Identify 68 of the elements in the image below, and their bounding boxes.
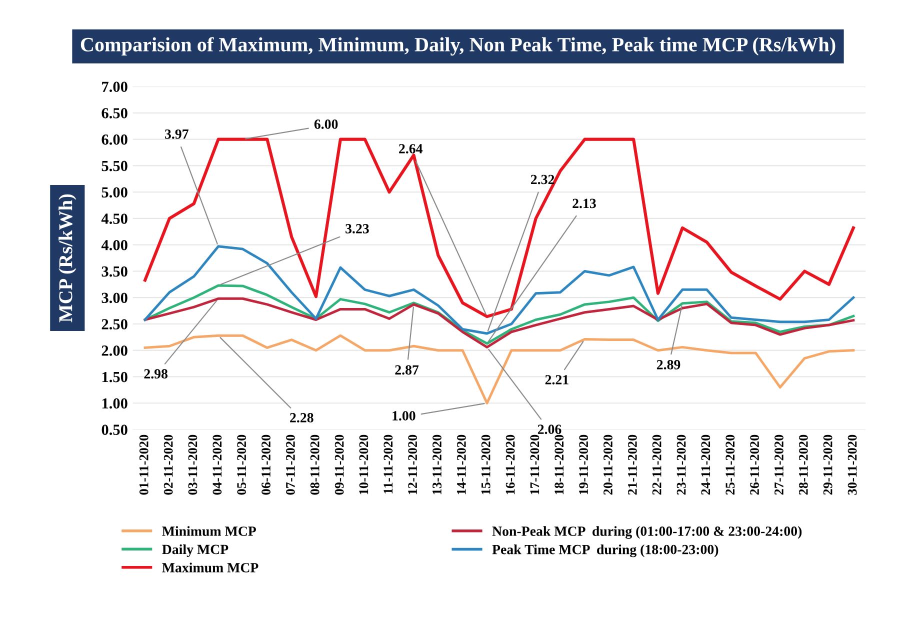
y-tick-label: 2.50 (102, 319, 128, 330)
annotation: 6.00 (314, 120, 338, 129)
x-tick-label: 03-11-2020 (188, 434, 198, 495)
annotation: 2.32 (530, 174, 554, 184)
x-tick-label: 20-11-2020 (604, 434, 612, 495)
annotation: 2.13 (572, 198, 596, 208)
x-tick-label: 06-11-2020 (262, 434, 270, 495)
annotation: 2.98 (144, 369, 168, 379)
y-tick-label: 4.50 (101, 214, 128, 224)
x-tick-label: 27-11-2020 (774, 434, 784, 495)
x-tick-label: 18-11-2020 (554, 434, 564, 494)
x-tick-label: 02-11-2020 (164, 434, 173, 495)
y-tick-label: 5.50 (102, 160, 128, 172)
x-tick-label: 26-11-2020 (750, 434, 760, 495)
legend-label: Daily MCP (162, 544, 228, 557)
y-axis-title: MCP (Rs/kWh) (58, 194, 76, 322)
line-series (144, 297, 855, 348)
y-tick-label: 3.50 (102, 266, 128, 277)
y-tick-label: 6.50 (102, 108, 128, 118)
x-tick-label: 08-11-2020 (310, 434, 320, 495)
line-series (144, 138, 855, 318)
x-tick-label: 11-11-2020 (384, 434, 393, 494)
legend-label: Minimum MCP (162, 526, 256, 536)
x-tick-label: 28-11-2020 (798, 434, 808, 495)
chart-title: Comparision of Maximum, Minimum, Daily, Non Peak Time, Peak time MCP (Rs/kWh) (80, 37, 836, 56)
annotation: 2.64 (399, 144, 423, 154)
x-tick-label: 24-11-2020 (701, 434, 710, 495)
x-tick-label: 09-11-2020 (334, 434, 344, 495)
annotation: 2.87 (395, 365, 419, 375)
annotation: 2.28 (290, 413, 314, 422)
x-tick-label: 16-11-2020 (506, 434, 515, 494)
annotation: 3.97 (165, 129, 188, 139)
line-series (144, 245, 855, 335)
legend-label: Peak Time MCP during (18:00-23:00) (492, 544, 718, 558)
annotation: 1.00 (392, 411, 416, 421)
x-tick-label: 05-11-2020 (237, 434, 246, 495)
x-tick-label: 29-11-2020 (823, 434, 832, 495)
y-tick-label: 4.00 (101, 240, 128, 250)
x-tick-label: 13-11-2020 (432, 434, 442, 494)
legend-label: Maximum MCP (162, 562, 258, 572)
x-tick-label: 23-11-2020 (676, 434, 686, 495)
y-tick-label: 3.00 (102, 292, 128, 304)
annotation: 2.89 (656, 360, 680, 370)
x-tick-label: 07-11-2020 (286, 434, 295, 495)
line-series (144, 334, 855, 404)
x-tick-label: 25-11-2020 (726, 434, 735, 495)
x-tick-label: 17-11-2020 (530, 434, 540, 494)
x-tick-label: 15-11-2020 (481, 434, 490, 494)
y-tick-label: 0.50 (102, 424, 128, 436)
x-tick-label: 21-11-2020 (628, 434, 637, 495)
x-tick-label: 01-11-2020 (139, 434, 148, 495)
annotation: 2.21 (545, 375, 568, 384)
y-tick-label: 7.00 (102, 82, 128, 92)
x-tick-label: 30-11-2020 (848, 434, 857, 495)
annotation: 2.06 (538, 424, 562, 434)
y-tick-label: 1.00 (102, 398, 128, 409)
x-tick-label: 22-11-2020 (652, 434, 662, 495)
x-tick-label: 10-11-2020 (359, 434, 368, 494)
annotation: 3.23 (346, 224, 369, 234)
y-tick-label: 6.00 (102, 134, 128, 145)
x-tick-label: 04-11-2020 (212, 434, 222, 495)
y-tick-label: 5.00 (102, 187, 128, 198)
x-tick-label: 14-11-2020 (456, 434, 466, 494)
x-tick-label: 19-11-2020 (579, 434, 588, 494)
y-tick-label: 1.50 (102, 372, 128, 382)
y-tick-label: 2.00 (102, 346, 128, 356)
legend-label: Non-Peak MCP during (01:00-17:00 & 23:00-24:00) (492, 526, 802, 539)
x-tick-label: 12-11-2020 (408, 434, 418, 494)
